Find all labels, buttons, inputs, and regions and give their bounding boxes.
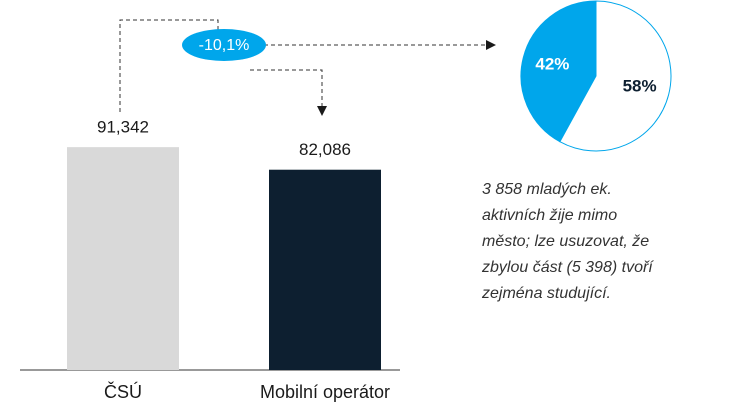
note-line: město; lze usuzovat, že	[482, 233, 649, 250]
pie-slice	[520, 0, 597, 143]
bar	[269, 169, 381, 370]
value-label: 82,086	[299, 140, 351, 159]
note-line: aktivních žije mimo	[482, 207, 617, 224]
slice-label: 42%	[535, 54, 569, 73]
arrow	[250, 69, 327, 116]
category-label: Mobilní operátor	[260, 382, 390, 402]
annotation-bubble	[182, 29, 266, 61]
slice-label: 58%	[623, 77, 657, 96]
pie-slice	[559, 0, 672, 152]
annotation: -10,1%	[199, 37, 250, 54]
note-line: zejména studující.	[481, 285, 611, 302]
note-line: zbylou část (5 398) tvoří	[481, 259, 654, 276]
value-label: 91,342	[97, 118, 149, 137]
note-line: 3 858 mladých ek.	[482, 181, 612, 198]
category-label: ČSÚ	[104, 381, 142, 402]
connector	[119, 19, 219, 112]
bar	[67, 147, 179, 370]
